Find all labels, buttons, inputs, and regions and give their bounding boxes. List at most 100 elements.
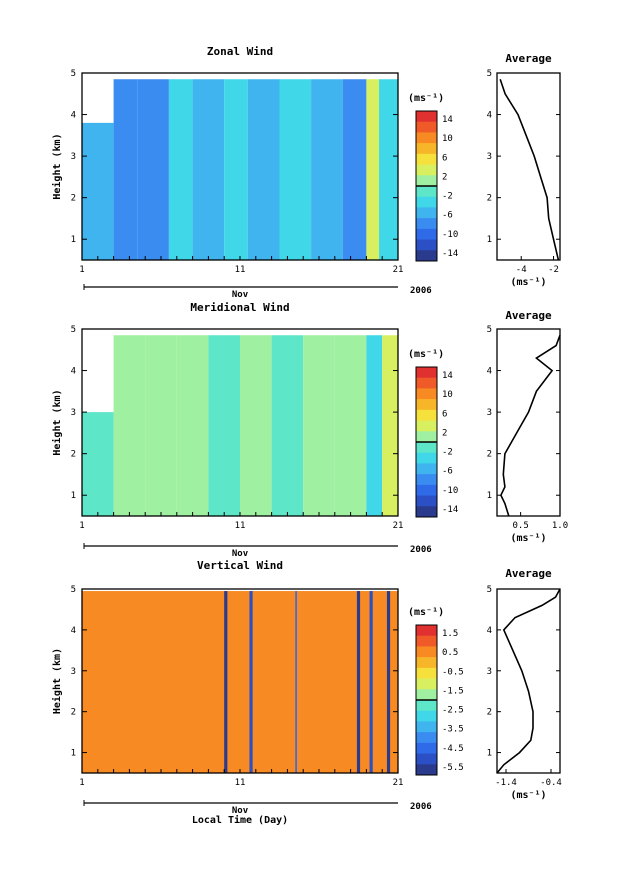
colorbar-tick-label: -5.5 — [442, 763, 464, 773]
colorbar-unit: (ms⁻¹) — [408, 93, 444, 104]
x-tick-label: 21 — [393, 521, 404, 531]
colorbar-tick-label: -14 — [442, 505, 458, 515]
profile-unit-label: (ms⁻¹) — [510, 790, 546, 801]
profile-x-tick-label: 1.0 — [552, 521, 568, 531]
profile-x-tick-label: -2 — [548, 265, 559, 275]
x-tick-label: 21 — [393, 778, 404, 788]
colorbar-tick-label: -10 — [442, 230, 458, 240]
x-tick-label: 1 — [79, 265, 84, 275]
profile-x-tick-label: 0.5 — [512, 521, 528, 531]
y-tick-label: 4 — [71, 111, 76, 121]
profile-x-tick-label: -0.4 — [540, 778, 562, 788]
heatmap-cell — [379, 79, 398, 260]
y-tick-label: 1 — [71, 235, 76, 245]
colorbar-swatch — [416, 463, 437, 475]
profile-y-tick-label: 4 — [487, 367, 492, 377]
profile-y-tick-label: 2 — [487, 450, 492, 460]
colorbar-swatch — [416, 667, 437, 679]
colorbar-unit: (ms⁻¹) — [408, 607, 444, 618]
y-tick-label: 3 — [71, 152, 76, 162]
colorbar-tick-label: -1.5 — [442, 686, 464, 696]
heatmap-cell — [176, 335, 209, 516]
colorbar-swatch — [416, 753, 437, 765]
colorbar-swatch — [416, 732, 437, 744]
colorbar-swatch — [416, 635, 437, 647]
y-tick-label: 3 — [71, 408, 76, 418]
heatmap-cell — [271, 335, 304, 516]
colorbar-swatch — [416, 399, 437, 411]
y-tick-label: 2 — [71, 450, 76, 460]
heatmap-cell — [208, 335, 240, 516]
heatmap-cell — [303, 335, 335, 516]
colorbar-tick-label: -6 — [442, 211, 453, 221]
colorbar-swatch — [416, 388, 437, 400]
colorbar-swatch — [416, 367, 437, 379]
profile-y-tick-label: 4 — [487, 111, 492, 121]
heatmap-cell — [82, 122, 114, 260]
profile-y-tick-label: 4 — [487, 626, 492, 636]
colorbar-swatch — [416, 625, 437, 637]
colorbar-tick-label: -2.5 — [442, 706, 464, 716]
heatmap-cell — [356, 591, 361, 773]
profile-title: Average — [505, 309, 552, 322]
y-tick-label: 2 — [71, 194, 76, 204]
colorbar-swatch — [416, 186, 437, 198]
panel-title: Vertical Wind — [197, 559, 283, 572]
profile-frame — [496, 328, 561, 517]
colorbar-swatch — [416, 111, 437, 123]
heatmap-cell — [295, 591, 297, 773]
colorbar-swatch — [416, 377, 437, 389]
colorbar-tick-label: -2 — [442, 448, 453, 458]
colorbar-swatch — [416, 657, 437, 669]
colorbar-tick-label: 10 — [442, 134, 453, 144]
month-label: Nov — [232, 549, 249, 559]
profile-y-tick-label: 5 — [487, 325, 492, 335]
y-axis-label: Height (km) — [51, 648, 63, 714]
year-label: 2006 — [410, 286, 432, 296]
y-axis-label: Height (km) — [51, 389, 63, 455]
profile-y-tick-label: 1 — [487, 491, 492, 501]
colorbar-tick-label: 1.5 — [442, 629, 458, 639]
colorbar-tick-label: -10 — [442, 486, 458, 496]
heatmap-cell — [366, 335, 383, 516]
colorbar-swatch — [416, 164, 437, 176]
heatmap-cell — [137, 79, 169, 260]
colorbar-swatch — [416, 431, 437, 443]
profile-y-tick-label: 3 — [487, 152, 492, 162]
colorbar-swatch — [416, 646, 437, 658]
profile-unit-label: (ms⁻¹) — [510, 533, 546, 544]
colorbar-tick-label: 2 — [442, 172, 447, 182]
heatmap-cell — [240, 335, 272, 516]
heatmap-cell — [82, 591, 398, 773]
colorbar-swatch — [416, 721, 437, 733]
y-tick-label: 2 — [71, 708, 76, 718]
y-tick-label: 1 — [71, 749, 76, 759]
colorbar-swatch — [416, 452, 437, 464]
colorbar-tick-label: 6 — [442, 409, 447, 419]
x-tick-label: 11 — [235, 265, 246, 275]
profile-line — [496, 588, 561, 774]
x-tick-label: 11 — [235, 521, 246, 531]
colorbar-tick-label: 6 — [442, 153, 447, 163]
colorbar-swatch — [416, 495, 437, 507]
heatmap-cell — [113, 79, 138, 260]
heatmap-cell — [249, 591, 253, 773]
profile-y-tick-label: 1 — [487, 235, 492, 245]
y-tick-label: 3 — [71, 667, 76, 677]
colorbar-swatch — [416, 218, 437, 230]
x-tick-label: 21 — [393, 265, 404, 275]
colorbar-unit: (ms⁻¹) — [408, 349, 444, 360]
profile-y-tick-label: 2 — [487, 708, 492, 718]
colorbar-swatch — [416, 700, 437, 712]
colorbar-swatch — [416, 153, 437, 165]
profile-title: Average — [505, 52, 552, 65]
profile-x-tick-label: -1.4 — [495, 778, 517, 788]
profile-frame — [496, 588, 561, 774]
heatmap-cell — [145, 335, 177, 516]
colorbar-tick-label: 2 — [442, 428, 447, 438]
profile-frame — [496, 72, 561, 261]
colorbar-swatch — [416, 442, 437, 454]
heatmap-cell — [369, 591, 373, 773]
profile-y-tick-label: 2 — [487, 194, 492, 204]
